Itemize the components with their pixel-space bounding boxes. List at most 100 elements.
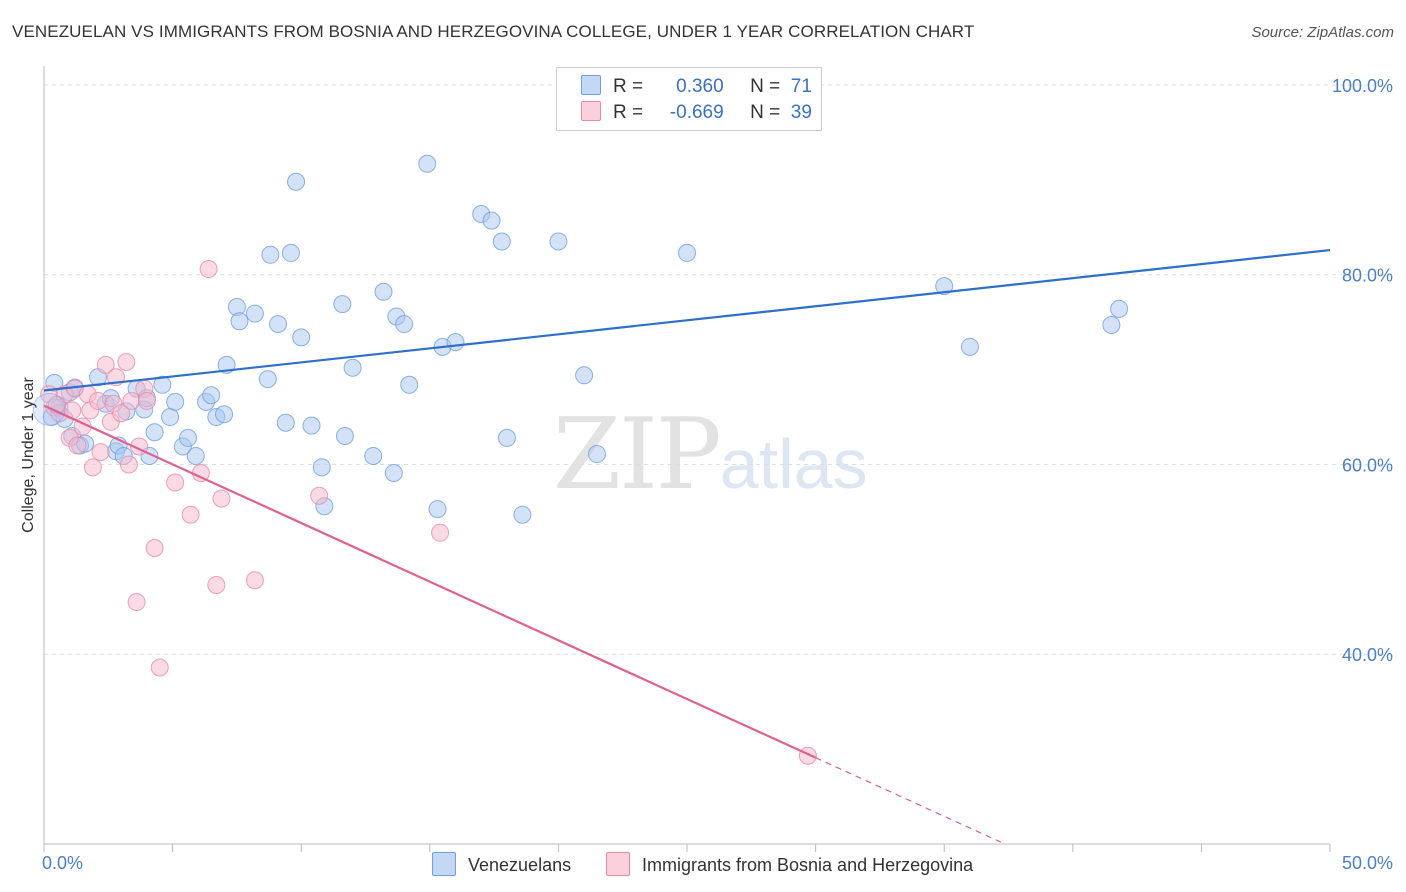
venezuelan-point bbox=[276, 413, 295, 432]
bosnia-point bbox=[212, 489, 231, 508]
bosnia-point bbox=[137, 391, 156, 410]
axis-layer bbox=[43, 66, 1331, 852]
y-axis-label: College, Under 1 year bbox=[20, 377, 37, 533]
venezuelan-point bbox=[395, 315, 414, 334]
venezuelan-point bbox=[364, 446, 383, 465]
bosnia-point bbox=[166, 473, 185, 492]
venezuelan-point bbox=[446, 333, 465, 352]
bosnia-point bbox=[431, 523, 450, 542]
bosnia-point bbox=[207, 575, 226, 594]
y-tick-label: 60.0% bbox=[1342, 455, 1393, 475]
bottom-legend-venezuelans: Venezuelans bbox=[432, 852, 571, 876]
legend-r-label: R = bbox=[613, 102, 644, 123]
legend-n-label: N = bbox=[750, 102, 781, 123]
venezuelan-point bbox=[1110, 299, 1129, 318]
legend-n-value: 71 bbox=[790, 76, 812, 97]
venezuelan-point bbox=[1102, 316, 1121, 335]
venezuelan-point bbox=[497, 428, 516, 447]
venezuelan-point bbox=[245, 304, 264, 323]
venezuelan-point bbox=[335, 427, 354, 446]
bosnia-point bbox=[96, 355, 115, 374]
venezuelan-point bbox=[400, 375, 419, 394]
legend-n-label: N = bbox=[750, 76, 781, 97]
bosnia-point bbox=[68, 436, 87, 455]
venezuelan-point bbox=[186, 446, 205, 465]
bosnia-point bbox=[150, 658, 169, 677]
legend-row-venezuelans: R = 0.360 N = 71 bbox=[581, 75, 812, 101]
bosnia-point bbox=[145, 538, 164, 557]
bosnia-point bbox=[245, 571, 264, 590]
legend-swatch-blue bbox=[581, 75, 601, 95]
bosnia-point bbox=[112, 404, 131, 423]
legend-r-value: 0.360 bbox=[676, 76, 724, 97]
venezuelan-point bbox=[482, 211, 501, 230]
bosnia-point bbox=[117, 353, 136, 372]
venezuelan-trend-line bbox=[43, 248, 1331, 392]
venezuelan-point bbox=[678, 243, 696, 262]
chart-source: Source: ZipAtlas.com bbox=[1251, 24, 1394, 41]
bottom-legend-label-venezuelans: Venezuelans bbox=[468, 855, 572, 875]
bosnia-point bbox=[119, 455, 138, 474]
x-tick-label: 50.0% bbox=[1342, 853, 1393, 873]
bosnia-trend-extension bbox=[815, 757, 1002, 843]
venezuelan-point bbox=[343, 358, 362, 377]
bottom-legend-bosnia: Immigrants from Bosnia and Herzegovina bbox=[606, 852, 973, 876]
venezuelan-point bbox=[269, 315, 288, 334]
bottom-legend-swatch-blue bbox=[432, 852, 456, 876]
venezuelan-point bbox=[215, 405, 234, 424]
legend-n-value: 39 bbox=[790, 102, 812, 123]
legend-swatch-pink bbox=[581, 101, 601, 121]
venezuelan-point bbox=[549, 232, 568, 251]
y-tick-label: 80.0% bbox=[1342, 266, 1393, 286]
venezuelan-point bbox=[492, 232, 511, 251]
watermark-zip: ZIP bbox=[553, 398, 722, 512]
venezuelan-point bbox=[230, 312, 249, 331]
legend-row-bosnia: R = -0.669 N = 39 bbox=[581, 101, 812, 127]
venezuelan-point bbox=[302, 416, 321, 435]
venezuelan-point bbox=[258, 370, 277, 389]
bosnia-point bbox=[91, 443, 110, 462]
venezuelan-point bbox=[179, 428, 198, 447]
y-tick-label: 40.0% bbox=[1342, 645, 1393, 665]
trend-layer bbox=[43, 248, 1331, 843]
venezuelan-point bbox=[312, 458, 331, 477]
grid-layer bbox=[44, 84, 1392, 655]
venezuelan-cluster-point bbox=[32, 392, 66, 426]
venezuelan-point bbox=[287, 172, 306, 191]
legend-r-label: R = bbox=[613, 76, 644, 97]
venezuelan-point bbox=[513, 505, 532, 524]
venezuelan-point bbox=[292, 328, 311, 347]
y-tick-label: 100.0% bbox=[1332, 76, 1393, 96]
x-tick-label: 0.0% bbox=[42, 853, 83, 873]
bottom-legend-label-bosnia: Immigrants from Bosnia and Herzegovina bbox=[642, 855, 974, 875]
venezuelan-point bbox=[587, 445, 606, 464]
venezuelan-point bbox=[202, 386, 221, 405]
watermark-atlas: atlas bbox=[719, 425, 868, 503]
correlation-legend: R = 0.360 N = 71 R = -0.669 N = 39 bbox=[556, 67, 822, 131]
bosnia-point bbox=[181, 505, 200, 524]
venezuelan-point bbox=[428, 500, 447, 519]
venezuelan-point bbox=[161, 408, 180, 427]
venezuelan-point bbox=[418, 154, 437, 173]
bosnia-point bbox=[199, 260, 218, 279]
bottom-legend-swatch-pink bbox=[606, 852, 630, 876]
label-layer: 40.0% 60.0% 80.0% 100.0% 0.0% 50.0% College, U… bbox=[20, 76, 1393, 873]
venezuelan-point bbox=[935, 277, 954, 296]
chart-title: VENEZUELAN VS IMMIGRANTS FROM BOSNIA AND… bbox=[12, 22, 975, 41]
venezuelan-point bbox=[374, 282, 393, 301]
watermark: ZIPatlas bbox=[553, 398, 868, 512]
venezuelan-point bbox=[153, 375, 172, 394]
bosnia-point bbox=[122, 391, 141, 410]
venezuelan-point bbox=[575, 366, 594, 385]
venezuelan-point bbox=[384, 464, 403, 483]
bosnia-point bbox=[127, 593, 146, 612]
venezuelan-point bbox=[960, 337, 979, 356]
bosnia-point bbox=[83, 458, 102, 477]
venezuelan-point bbox=[145, 423, 164, 442]
point-layer bbox=[32, 154, 1129, 765]
bosnia-point bbox=[89, 391, 108, 410]
venezuelan-point bbox=[333, 295, 352, 314]
bosnia-trend-line bbox=[43, 404, 817, 759]
bosnia-point bbox=[310, 486, 329, 505]
